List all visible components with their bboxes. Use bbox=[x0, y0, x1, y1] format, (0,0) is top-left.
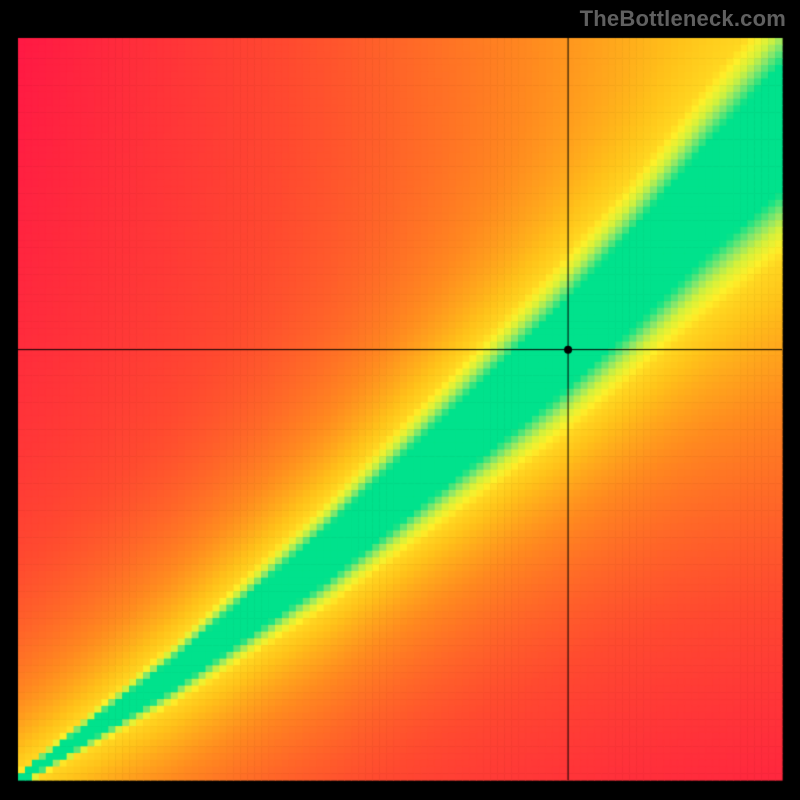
bottleneck-heatmap-canvas bbox=[0, 0, 800, 800]
attribution-label: TheBottleneck.com bbox=[580, 6, 786, 32]
root: TheBottleneck.com bbox=[0, 0, 800, 800]
